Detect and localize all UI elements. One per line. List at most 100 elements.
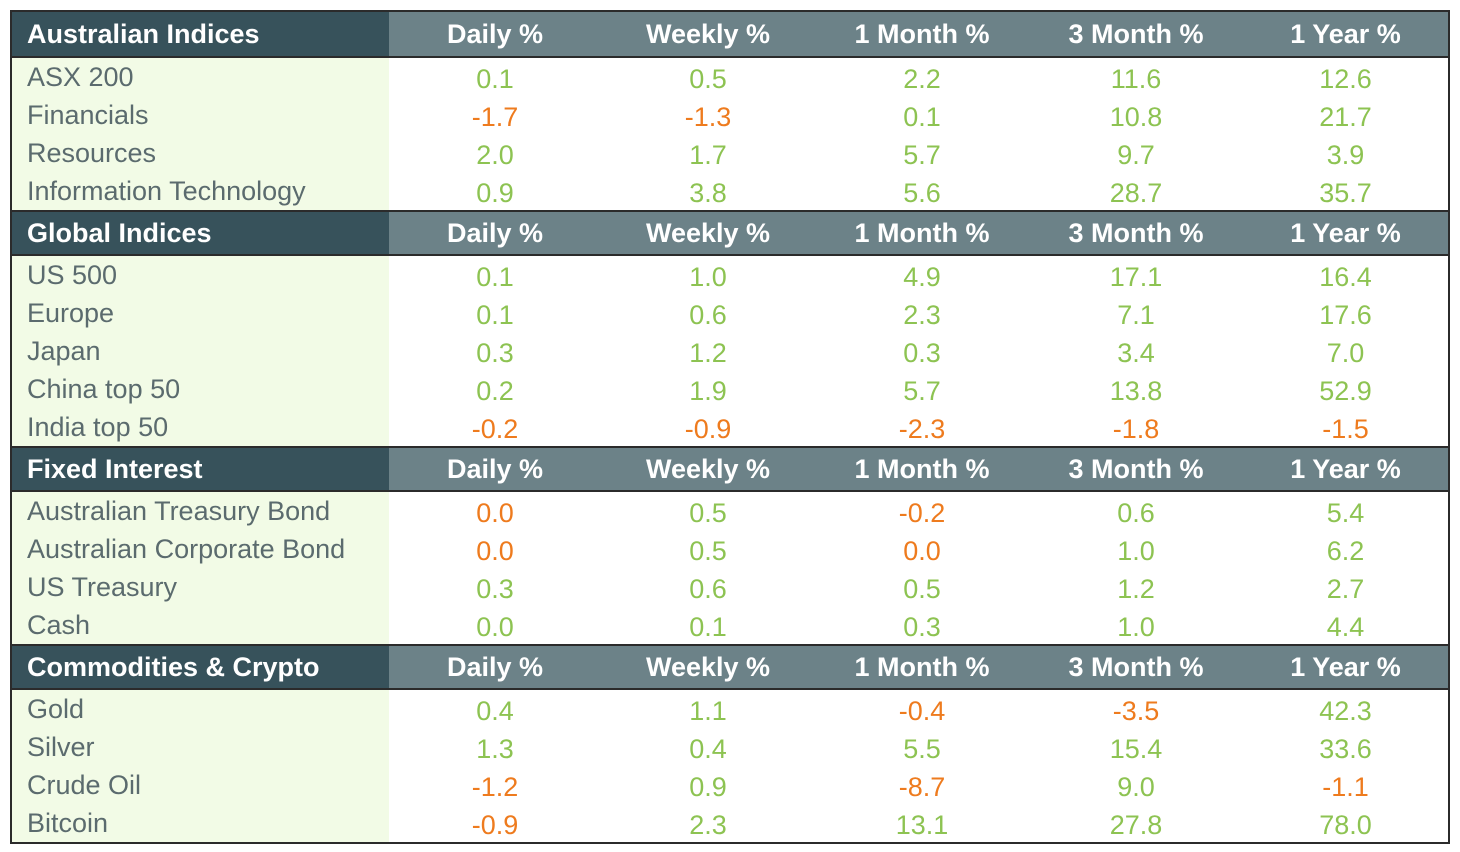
value-cell: 1.2	[689, 337, 727, 368]
table-row: India top 50 -0.2 -0.9 -2.3 -1.8 -1.5	[12, 408, 1448, 446]
section-header-australian-indices: Australian Indices Daily % Weekly % 1 Month…	[12, 12, 1448, 58]
table-row: Gold 0.4 1.1 -0.4 -3.5 42.3	[12, 690, 1448, 728]
value-cell: 1.1	[689, 695, 727, 726]
value-cell: 5.4	[1326, 497, 1365, 528]
column-header-1-month: 1 Month %	[815, 212, 1029, 254]
value-cell: 2.3	[689, 809, 727, 840]
table-row: ASX 200 0.1 0.5 2.2 11.6 12.6	[12, 58, 1448, 96]
column-header-1-year: 1 Year %	[1243, 212, 1448, 254]
value-cell: 2.2	[903, 63, 941, 94]
value-cell: 1.2	[1117, 573, 1155, 604]
value-cell: -8.7	[898, 771, 946, 802]
column-header-3-month: 3 Month %	[1029, 12, 1243, 56]
value-cell: 11.6	[1110, 63, 1162, 94]
value-cell: 13.8	[1109, 375, 1163, 406]
column-header-daily: Daily %	[389, 646, 601, 688]
value-cell: 3.8	[689, 177, 727, 208]
value-cell: 16.4	[1319, 261, 1372, 292]
value-cell: -1.2	[471, 771, 519, 802]
table-row: Financials -1.7 -1.3 0.1 10.8 21.7	[12, 96, 1448, 134]
value-cell: 5.5	[903, 733, 941, 764]
value-cell: 0.1	[903, 101, 941, 132]
value-cell: 13.1	[895, 809, 949, 840]
value-cell: -0.9	[471, 809, 519, 840]
value-cell: 2.3	[903, 299, 941, 330]
section-title: Commodities & Crypto	[12, 646, 389, 688]
value-cell: 1.7	[689, 139, 727, 170]
value-cell: -0.9	[684, 413, 732, 444]
value-cell: 0.6	[689, 299, 727, 330]
value-cell: 0.3	[476, 573, 514, 604]
column-header-daily: Daily %	[389, 212, 601, 254]
value-cell: 0.1	[476, 299, 514, 330]
row-label: US 500	[12, 256, 389, 294]
value-cell: -2.3	[898, 413, 946, 444]
value-cell: 0.5	[689, 497, 727, 528]
row-label: US Treasury	[12, 568, 389, 606]
row-label: Financials	[12, 96, 389, 134]
row-label: ASX 200	[12, 58, 389, 96]
value-cell: 15.4	[1109, 733, 1163, 764]
value-cell: -1.1	[1322, 771, 1369, 802]
value-cell: 78.0	[1319, 809, 1372, 840]
row-label: Crude Oil	[12, 766, 389, 804]
value-cell: 21.7	[1319, 101, 1372, 132]
table-row: US 500 0.1 1.0 4.9 17.1 16.4	[12, 256, 1448, 294]
value-cell: 2.0	[476, 139, 514, 170]
section-header-global-indices: Global Indices Daily % Weekly % 1 Month % 3 …	[12, 210, 1448, 256]
value-cell: 5.7	[903, 139, 941, 170]
column-header-1-year: 1 Year %	[1243, 646, 1448, 688]
value-cell: 0.3	[903, 337, 941, 368]
value-cell: 9.7	[1117, 139, 1155, 170]
value-cell: 7.1	[1117, 299, 1155, 330]
value-cell: -0.2	[898, 497, 946, 528]
column-header-daily: Daily %	[389, 448, 601, 490]
value-cell: 3.4	[1117, 337, 1155, 368]
value-cell: 3.9	[1326, 139, 1365, 170]
row-label: Australian Treasury Bond	[12, 492, 389, 530]
column-header-3-month: 3 Month %	[1029, 448, 1243, 490]
market-performance-table: Australian Indices Daily % Weekly % 1 Month…	[10, 10, 1450, 844]
row-label: Bitcoin	[12, 804, 389, 842]
value-cell: 1.0	[1117, 535, 1155, 566]
value-cell: 1.9	[689, 375, 727, 406]
row-label: Gold	[12, 690, 389, 728]
value-cell: 0.4	[476, 695, 514, 726]
value-cell: 42.3	[1319, 695, 1372, 726]
value-cell: 7.0	[1326, 337, 1365, 368]
value-cell: 12.6	[1319, 63, 1372, 94]
table-row: Australian Corporate Bond 0.0 0.5 0.0 1.0 6.2	[12, 530, 1448, 568]
table-row: Japan 0.3 1.2 0.3 3.4 7.0	[12, 332, 1448, 370]
column-header-1-month: 1 Month %	[815, 646, 1029, 688]
value-cell: 0.1	[689, 611, 727, 642]
row-label: Resources	[12, 134, 389, 172]
value-cell: 0.3	[476, 337, 514, 368]
value-cell: 10.8	[1109, 101, 1163, 132]
value-cell: 17.1	[1109, 261, 1163, 292]
value-cell: 27.8	[1109, 809, 1163, 840]
column-header-3-month: 3 Month %	[1029, 212, 1243, 254]
table-row: Resources 2.0 1.7 5.7 9.7 3.9	[12, 134, 1448, 172]
value-cell: 0.6	[1117, 497, 1155, 528]
value-cell: 0.9	[689, 771, 727, 802]
value-cell: 1.0	[689, 261, 727, 292]
section-header-fixed-interest: Fixed Interest Daily % Weekly % 1 Month % 3 …	[12, 446, 1448, 492]
section-title: Global Indices	[12, 212, 389, 254]
value-cell: 2.7	[1326, 573, 1365, 604]
row-label: Silver	[12, 728, 389, 766]
value-cell: 35.7	[1319, 177, 1372, 208]
value-cell: 17.6	[1319, 299, 1372, 330]
value-cell: 9.0	[1117, 771, 1155, 802]
table-row: Silver 1.3 0.4 5.5 15.4 33.6	[12, 728, 1448, 766]
column-header-weekly: Weekly %	[601, 212, 815, 254]
value-cell: 0.4	[689, 733, 727, 764]
value-cell: 6.2	[1326, 535, 1365, 566]
value-cell: -1.7	[471, 101, 519, 132]
value-cell: 0.1	[476, 261, 514, 292]
table-row: Information Technology 0.9 3.8 5.6 28.7 35.7	[12, 172, 1448, 210]
value-cell: 0.9	[476, 177, 514, 208]
column-header-1-month: 1 Month %	[815, 448, 1029, 490]
column-header-weekly: Weekly %	[601, 646, 815, 688]
value-cell: 4.4	[1326, 611, 1365, 642]
table-row: Europe 0.1 0.6 2.3 7.1 17.6	[12, 294, 1448, 332]
